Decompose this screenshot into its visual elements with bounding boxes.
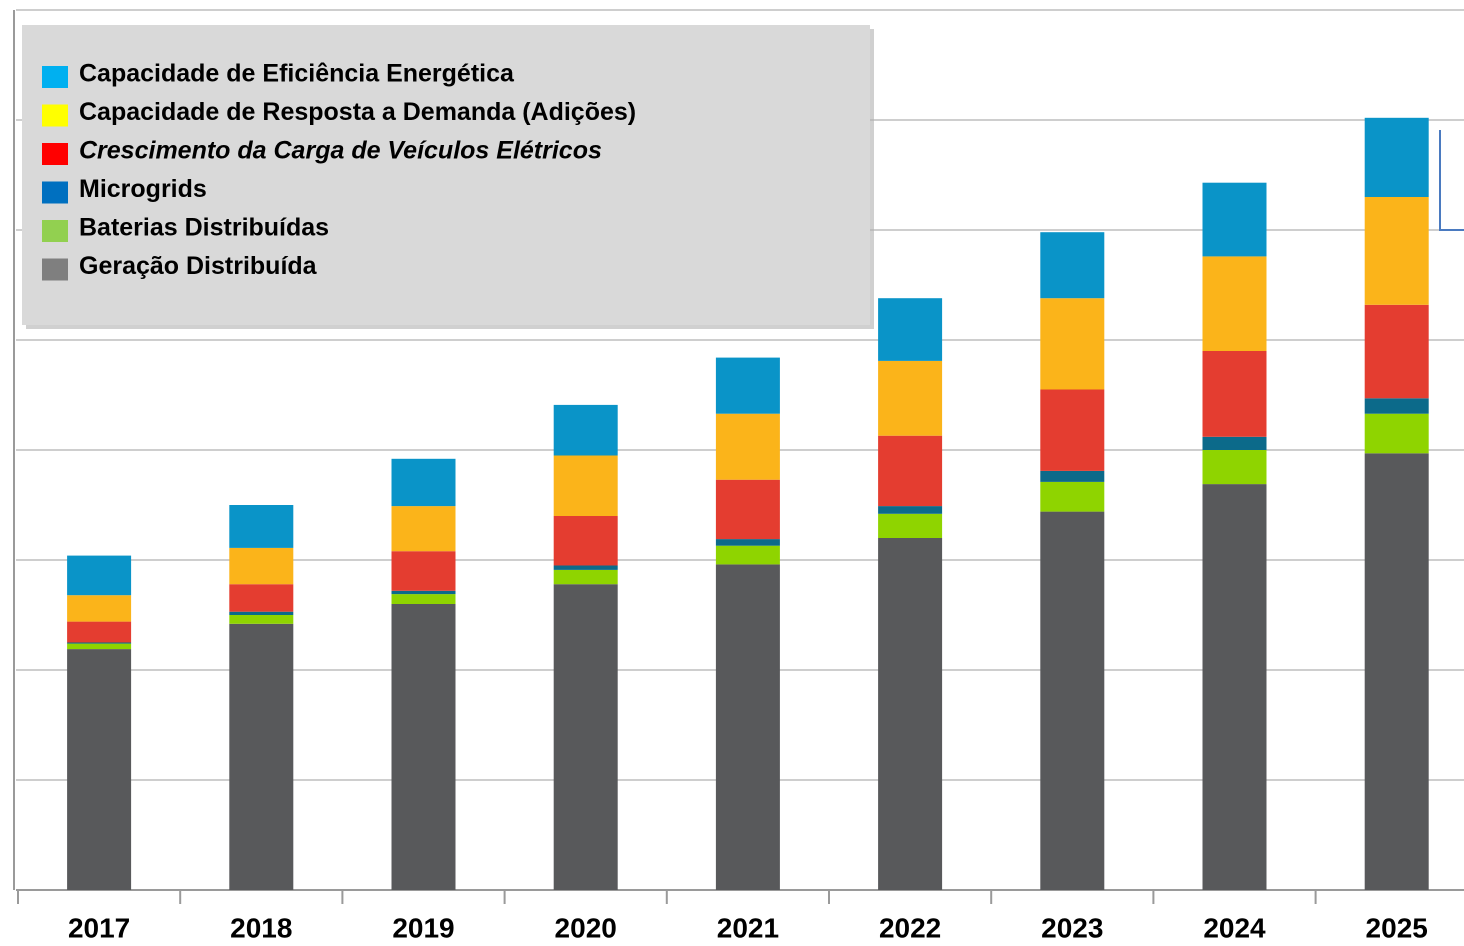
bar-segment bbox=[67, 643, 132, 650]
bar-segment bbox=[1364, 117, 1429, 197]
x-tick-label: 2025 bbox=[1366, 912, 1428, 943]
bar-segment bbox=[1040, 232, 1105, 299]
bar-segment bbox=[1040, 470, 1105, 482]
bar-segment bbox=[1364, 197, 1429, 305]
bar-segment bbox=[391, 506, 456, 552]
legend: Geração Distribuída Baterias Distribuídas… bbox=[42, 60, 636, 281]
bar-segment bbox=[715, 564, 780, 890]
bar-segment bbox=[67, 642, 132, 644]
bar-segment bbox=[229, 547, 294, 585]
bar-segment bbox=[878, 298, 943, 361]
legend-box bbox=[22, 25, 870, 325]
bar-segment bbox=[67, 621, 132, 643]
bar-segment bbox=[391, 604, 456, 890]
legend-swatch bbox=[42, 66, 68, 88]
bar-segment bbox=[229, 584, 294, 612]
bar-segment bbox=[67, 595, 132, 622]
bar-segment bbox=[391, 590, 456, 595]
bar-segment bbox=[1040, 389, 1105, 471]
bar-segment bbox=[1202, 182, 1267, 257]
legend-swatch bbox=[42, 104, 68, 127]
legend-swatch bbox=[42, 220, 68, 242]
legend-label: Capacidade de Eficiência Energética bbox=[79, 60, 515, 88]
x-tick-label: 2021 bbox=[717, 912, 779, 943]
bar-segment bbox=[878, 538, 943, 890]
bar-segment bbox=[1364, 304, 1429, 399]
x-tick-label: 2020 bbox=[555, 912, 617, 943]
x-tick-label: 2024 bbox=[1203, 912, 1266, 943]
bar-segment bbox=[715, 545, 780, 565]
bar-segment bbox=[553, 516, 618, 566]
legend-label: Capacidade de Resposta a Demanda (Adiçõe… bbox=[79, 98, 636, 126]
bar-segment bbox=[229, 623, 294, 890]
bar-segment bbox=[1040, 481, 1105, 512]
bar-segment bbox=[553, 584, 618, 890]
bar-segment bbox=[67, 555, 132, 596]
x-tick-label: 2023 bbox=[1041, 912, 1103, 943]
legend-swatch bbox=[42, 258, 68, 281]
bar-segment bbox=[553, 565, 618, 570]
x-tick-label: 2017 bbox=[68, 912, 130, 943]
bar-segment bbox=[67, 649, 132, 890]
bar-segment bbox=[878, 435, 943, 507]
bar-segment bbox=[229, 505, 294, 548]
bracket bbox=[1439, 130, 1464, 231]
bar-segment bbox=[715, 479, 780, 540]
bar-segment bbox=[391, 458, 456, 507]
bar-segment bbox=[391, 551, 456, 591]
bar-segment bbox=[229, 615, 294, 624]
x-tick-label: 2022 bbox=[879, 912, 941, 943]
bar-segment bbox=[715, 413, 780, 480]
bar-segment bbox=[391, 594, 456, 604]
bar-segment bbox=[1202, 351, 1267, 437]
bar-segment bbox=[553, 569, 618, 585]
legend-label: Geração Distribuída bbox=[79, 252, 318, 280]
bar-segment bbox=[878, 513, 943, 538]
plot: 2017 2018 2019 2020 2021 2022 2023 2024 2025 bbox=[16, 9, 1464, 943]
bar-segment bbox=[1202, 256, 1267, 351]
bar-segment bbox=[715, 357, 780, 414]
legend-label: Baterias Distribuídas bbox=[79, 214, 329, 242]
bar-segment bbox=[1364, 453, 1429, 890]
bar-segment bbox=[229, 611, 294, 615]
bar-segment bbox=[553, 404, 618, 456]
bar-segment bbox=[878, 360, 943, 436]
bar-segment bbox=[715, 539, 780, 546]
legend-swatch bbox=[42, 181, 68, 204]
bar-segment bbox=[1040, 511, 1105, 890]
bar-segment bbox=[1202, 484, 1267, 890]
bar-segment bbox=[878, 506, 943, 514]
legend-label: Crescimento da Carga de Veículos Elétric… bbox=[79, 137, 602, 165]
legend-swatch bbox=[42, 143, 68, 165]
bar-segment bbox=[1202, 436, 1267, 450]
bar-segment bbox=[553, 455, 618, 516]
bar-segment bbox=[1202, 450, 1267, 485]
legend-label: Microgrids bbox=[79, 175, 207, 203]
bar-segment bbox=[1364, 398, 1429, 414]
bar-segment bbox=[1040, 298, 1105, 390]
x-tick-label: 2019 bbox=[392, 912, 454, 943]
x-tick-label: 2018 bbox=[230, 912, 292, 943]
bar-segment bbox=[1364, 413, 1429, 454]
